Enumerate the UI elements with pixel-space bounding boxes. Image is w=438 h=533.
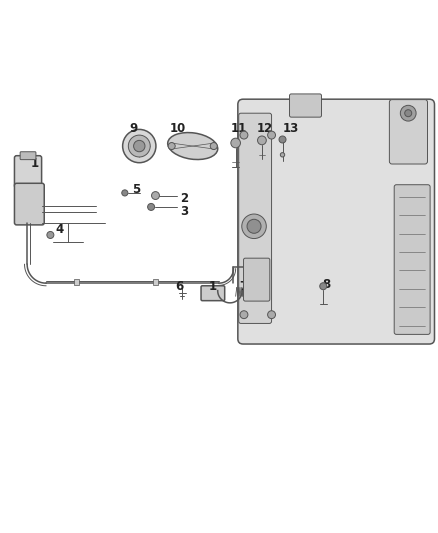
Text: 13: 13 bbox=[283, 122, 300, 135]
Text: 11: 11 bbox=[230, 122, 247, 135]
Circle shape bbox=[279, 136, 286, 143]
Text: 10: 10 bbox=[169, 122, 186, 135]
Circle shape bbox=[128, 135, 150, 157]
Circle shape bbox=[268, 131, 276, 139]
FancyBboxPatch shape bbox=[290, 94, 321, 117]
Circle shape bbox=[405, 110, 412, 117]
Circle shape bbox=[240, 311, 248, 319]
Text: 1: 1 bbox=[208, 280, 216, 293]
Text: 2: 2 bbox=[180, 192, 188, 205]
FancyBboxPatch shape bbox=[238, 99, 434, 344]
Circle shape bbox=[134, 140, 145, 152]
Circle shape bbox=[47, 231, 54, 238]
Circle shape bbox=[240, 131, 248, 139]
Circle shape bbox=[210, 142, 217, 150]
Bar bbox=[153, 279, 158, 285]
Text: 8: 8 bbox=[322, 278, 330, 290]
Bar bbox=[74, 279, 79, 285]
Text: 4: 4 bbox=[55, 223, 63, 236]
Circle shape bbox=[280, 152, 285, 157]
Text: 1: 1 bbox=[31, 157, 39, 170]
Circle shape bbox=[122, 190, 128, 196]
Circle shape bbox=[247, 219, 261, 233]
Circle shape bbox=[152, 191, 159, 199]
FancyBboxPatch shape bbox=[20, 152, 36, 159]
Text: 9: 9 bbox=[130, 122, 138, 135]
Circle shape bbox=[148, 204, 155, 211]
FancyBboxPatch shape bbox=[14, 183, 44, 225]
FancyBboxPatch shape bbox=[394, 185, 430, 334]
FancyBboxPatch shape bbox=[201, 286, 225, 301]
FancyBboxPatch shape bbox=[389, 100, 427, 164]
Text: 5: 5 bbox=[132, 183, 140, 196]
Circle shape bbox=[268, 311, 276, 319]
Circle shape bbox=[168, 142, 175, 150]
FancyBboxPatch shape bbox=[239, 113, 272, 324]
Circle shape bbox=[242, 214, 266, 239]
Circle shape bbox=[320, 282, 327, 290]
FancyBboxPatch shape bbox=[14, 156, 42, 188]
Circle shape bbox=[123, 130, 156, 163]
Circle shape bbox=[231, 138, 240, 148]
Text: 6: 6 bbox=[176, 280, 184, 293]
Text: 3: 3 bbox=[180, 205, 188, 218]
FancyBboxPatch shape bbox=[244, 258, 270, 301]
Text: 12: 12 bbox=[257, 122, 273, 135]
Ellipse shape bbox=[168, 133, 218, 159]
Text: 7: 7 bbox=[239, 280, 247, 293]
Circle shape bbox=[258, 136, 266, 145]
Circle shape bbox=[400, 106, 416, 121]
